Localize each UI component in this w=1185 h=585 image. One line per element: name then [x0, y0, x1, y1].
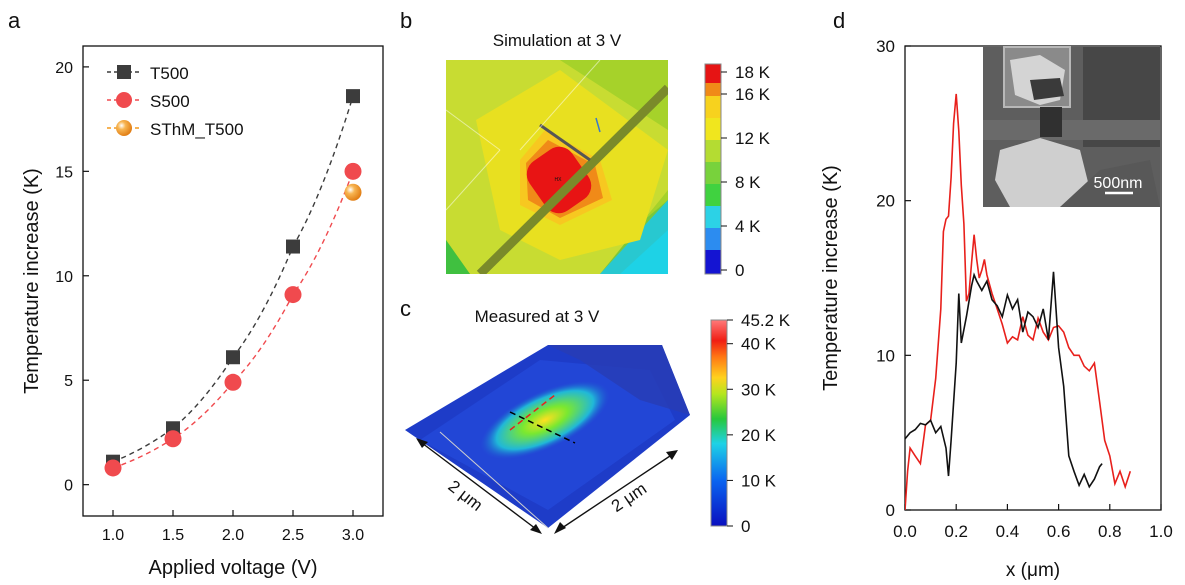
legend-entry-sthm: SThM_T500 — [107, 120, 244, 139]
a-xtick-label: 1.0 — [102, 527, 124, 544]
d-ytick-label: 0 — [886, 501, 895, 520]
s500-point — [284, 286, 302, 304]
plot-a-xlabel: Applied voltage (V) — [149, 557, 318, 579]
s500-point — [224, 373, 242, 391]
plot-d-xlabel: x (μm) — [1006, 560, 1060, 581]
panel-label-d: d — [833, 8, 845, 33]
cbar-c-tick-label: 30 K — [741, 380, 777, 399]
s500-point — [344, 162, 362, 180]
a-xtick-label: 2.0 — [222, 527, 244, 544]
hotspot-label: HX — [555, 177, 563, 183]
panel-c: c Measured at 3 V 2 μm 2 μm 45.2 K 40 K 30… — [400, 296, 791, 536]
t500-point — [346, 89, 360, 104]
d-xtick-label: 0.2 — [944, 522, 968, 541]
t500-point — [226, 350, 240, 365]
legend-label-sthm: SThM_T500 — [150, 120, 244, 139]
cbar-b-tick-label: 16 K — [735, 85, 771, 104]
plot-d-ylabel: Temperature increase (K) — [820, 165, 842, 391]
t500-fit-line — [112, 95, 354, 463]
plot-a-ylabel: Temperature increase (K) — [21, 168, 43, 394]
plot-a-data — [104, 89, 362, 477]
hotspot-core — [526, 146, 592, 214]
sthm-point — [344, 183, 362, 201]
cbar-b-tick-label: 18 K — [735, 63, 771, 82]
legend-label-t500: T500 — [150, 64, 189, 83]
plot-c-title: Measured at 3 V — [475, 307, 600, 326]
scalebar-label: 500nm — [1094, 175, 1143, 192]
plot-a-frame — [82, 45, 384, 517]
t500-point — [286, 239, 300, 254]
cbar-b-tick-label: 8 K — [735, 173, 761, 192]
d-xtick-label: 0.0 — [893, 522, 917, 541]
d-ytick-label: 20 — [876, 192, 895, 211]
a-xtick-label: 1.5 — [162, 527, 184, 544]
a-ytick-label: 5 — [64, 373, 73, 390]
cbar-c-tick-label: 0 — [741, 517, 750, 536]
legend-a: T500 S500 SThM_T500 — [107, 64, 244, 139]
cbar-b-tick-label: 4 K — [735, 217, 761, 236]
d-xtick-label: 0.4 — [996, 522, 1020, 541]
colorbar-c: 45.2 K 40 K 30 K 20 K 10 K 0 — [710, 311, 791, 536]
legend-marker-sthm — [116, 120, 132, 136]
profile-line-red — [905, 93, 1132, 510]
s500-point — [104, 459, 122, 477]
d-ytick-label: 10 — [876, 346, 895, 365]
panel-label-c: c — [400, 296, 411, 321]
s500-point — [164, 430, 182, 448]
legend-entry-s500: S500 — [107, 92, 190, 111]
panel-d: d 0.0 0.2 0.4 0.6 0.8 1.0 0 10 20 30 Temperature … — [820, 8, 1173, 581]
plot-a-ticks: 1.0 1.5 2.0 2.5 3.0 0 5 10 15 20 — [55, 60, 364, 544]
cbar-c-tick-label: 20 K — [741, 426, 777, 445]
surface-axis-label-right: 2 μm — [608, 479, 650, 516]
a-ytick-label: 10 — [55, 269, 73, 286]
d-xtick-label: 0.8 — [1098, 522, 1122, 541]
profile-line-black — [905, 271, 1103, 489]
cbar-b-tick-label: 12 K — [735, 129, 771, 148]
legend-label-s500: S500 — [150, 92, 190, 111]
a-xtick-label: 3.0 — [342, 527, 364, 544]
simulation-heatmap: HX — [446, 60, 668, 274]
d-xtick-label: 1.0 — [1149, 522, 1173, 541]
legend-entry-t500: T500 — [107, 64, 189, 83]
plot-d-data — [905, 93, 1132, 510]
panel-label-b: b — [400, 8, 412, 33]
d-ytick-label: 30 — [876, 37, 895, 56]
a-ytick-label: 20 — [55, 60, 73, 77]
a-ytick-label: 15 — [55, 164, 73, 181]
cbar-c-tick-label: 45.2 K — [741, 311, 791, 330]
sem-inset-image: 500nm — [983, 46, 1160, 207]
a-xtick-label: 2.5 — [282, 527, 304, 544]
measured-surface — [405, 345, 690, 529]
panel-label-a: a — [8, 8, 21, 33]
legend-marker-t500 — [117, 65, 131, 79]
colorbar-b: 18 K 16 K 12 K 8 K 4 K 0 — [704, 63, 771, 280]
panel-b: b Simulation at 3 V HX — [400, 8, 771, 280]
cbar-b-tick-label: 0 — [735, 261, 744, 280]
cbar-c-tick-label: 10 K — [741, 471, 777, 490]
s500-fit-line — [112, 171, 354, 469]
plot-d-ticks: 0.0 0.2 0.4 0.6 0.8 1.0 0 10 20 30 — [876, 37, 1173, 541]
legend-marker-s500 — [116, 92, 132, 108]
panel-a: a 1.0 1.5 2.0 2.5 3.0 0 5 10 15 20 Temperature in… — [8, 8, 384, 579]
plot-b-title: Simulation at 3 V — [493, 31, 622, 50]
a-ytick-label: 0 — [64, 478, 73, 495]
surface-axis-label-left: 2 μm — [445, 476, 487, 514]
d-xtick-label: 0.6 — [1047, 522, 1071, 541]
cbar-c-tick-label: 40 K — [741, 335, 777, 354]
